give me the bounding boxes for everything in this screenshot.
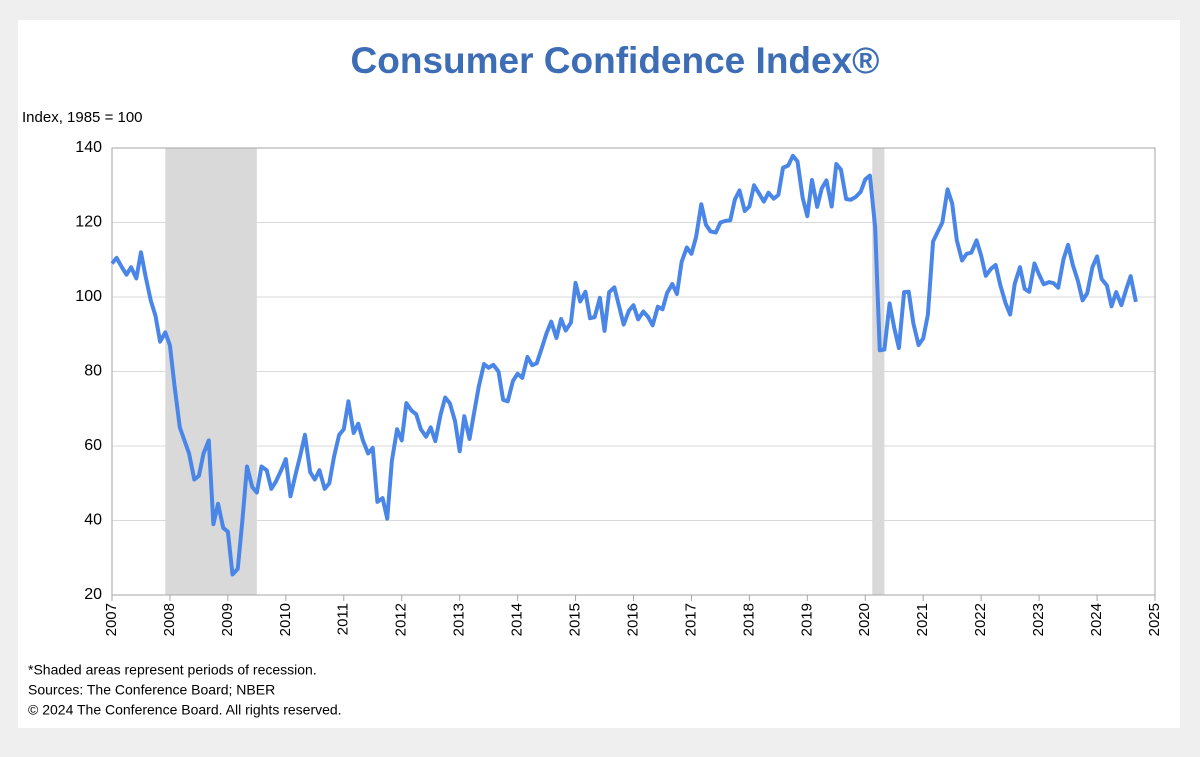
x-tick-label: 2024	[1088, 603, 1105, 636]
y-tick-label: 80	[84, 363, 102, 380]
x-tick-label: 2010	[277, 603, 294, 636]
x-tick-label: 2007	[103, 603, 120, 636]
x-tick-label: 2021	[914, 603, 931, 636]
x-tick-label: 2016	[624, 603, 641, 636]
x-tick-label: 2009	[219, 603, 236, 636]
x-tick-label: 2012	[393, 603, 410, 636]
x-tick-label: 2022	[972, 603, 989, 636]
x-tick-label: 2020	[856, 603, 873, 636]
y-axis-label: Index, 1985 = 100	[22, 109, 143, 126]
x-tick-label: 2013	[451, 603, 468, 636]
x-tick-label: 2025	[1146, 603, 1163, 636]
note: © 2024 The Conference Board. All rights …	[28, 702, 342, 718]
x-tick-label: 2011	[335, 603, 352, 635]
x-tick-label: 2008	[161, 603, 178, 636]
x-tick-label: 2018	[740, 603, 757, 636]
y-tick-label: 140	[75, 139, 102, 156]
y-tick-label: 60	[84, 437, 102, 454]
note: Sources: The Conference Board; NBER	[28, 682, 275, 698]
y-tick-label: 120	[75, 214, 102, 231]
y-tick-label: 20	[84, 586, 102, 603]
x-tick-label: 2019	[798, 603, 815, 636]
note: *Shaded areas represent periods of reces…	[28, 662, 317, 678]
line-series	[110, 153, 1138, 577]
x-tick-label: 2017	[682, 603, 699, 636]
chart-title: Consumer Confidence Index®	[351, 40, 880, 81]
x-tick-label: 2023	[1030, 603, 1047, 636]
y-tick-label: 40	[84, 512, 102, 529]
x-tick-label: 2014	[509, 603, 526, 636]
x-tick-label: 2015	[567, 603, 584, 636]
y-tick-label: 100	[75, 288, 102, 305]
